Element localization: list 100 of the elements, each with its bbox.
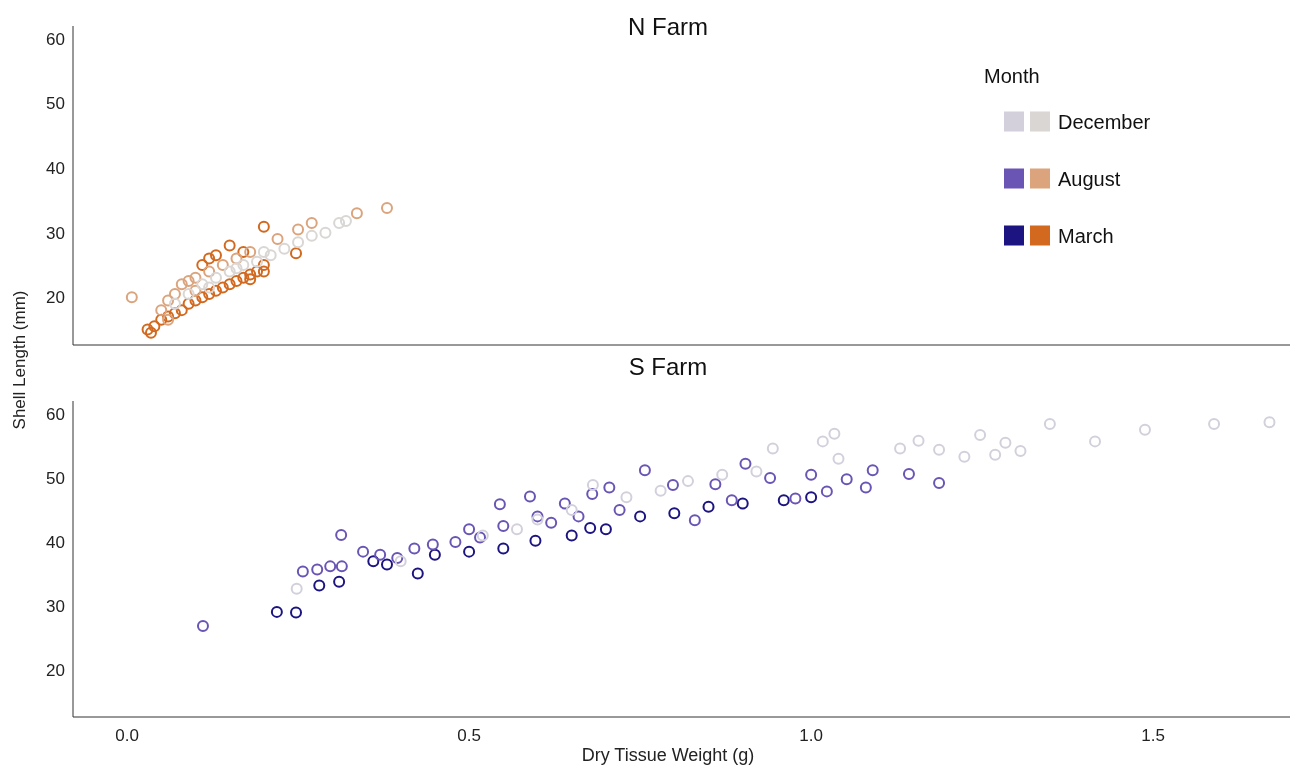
point	[999, 436, 1012, 449]
point	[493, 498, 506, 511]
point	[162, 294, 175, 307]
point	[764, 471, 777, 484]
point	[305, 229, 318, 242]
point	[586, 487, 599, 500]
point	[912, 434, 925, 447]
point	[716, 468, 729, 481]
point	[292, 236, 305, 249]
point	[196, 278, 209, 291]
y-tick-label: 40	[46, 159, 65, 179]
point	[203, 265, 216, 278]
point	[189, 271, 202, 284]
point	[335, 528, 348, 541]
point	[805, 491, 818, 504]
point	[688, 514, 701, 527]
point	[155, 304, 168, 317]
y-tick-label: 20	[46, 661, 65, 681]
legend-label: December	[1058, 110, 1151, 133]
x-tick-label: 1.0	[799, 726, 823, 745]
point	[902, 468, 915, 481]
point	[264, 249, 277, 262]
point	[408, 542, 421, 555]
point	[203, 287, 216, 300]
point	[777, 494, 790, 507]
point	[510, 523, 523, 536]
y-tick-label: 30	[46, 223, 65, 243]
point	[335, 560, 348, 573]
point	[766, 442, 779, 455]
point	[223, 265, 236, 278]
point	[805, 468, 818, 481]
point	[426, 538, 439, 551]
point	[820, 485, 833, 498]
point	[381, 558, 393, 571]
point	[168, 287, 181, 300]
y-tick-label: 20	[46, 288, 65, 308]
point	[257, 220, 270, 233]
point	[497, 519, 510, 532]
x-tick-label: 0.5	[457, 726, 481, 745]
point	[840, 473, 853, 486]
point	[189, 294, 202, 307]
point	[244, 273, 257, 286]
point	[230, 252, 243, 265]
point	[866, 464, 879, 477]
point	[209, 271, 222, 284]
point	[333, 575, 346, 588]
point	[859, 481, 872, 494]
point	[789, 492, 802, 505]
chart-title: S Farm	[628, 353, 708, 380]
y-tick-label: 50	[46, 468, 65, 488]
point	[603, 481, 616, 494]
point	[497, 542, 510, 555]
point	[350, 207, 363, 220]
point	[271, 233, 284, 246]
point	[189, 284, 202, 297]
point	[709, 478, 722, 491]
point	[155, 313, 168, 326]
point	[175, 304, 188, 317]
point	[816, 435, 829, 448]
point	[428, 548, 441, 561]
point	[411, 567, 424, 580]
point	[251, 255, 264, 268]
point	[203, 281, 216, 294]
legend-title: Month	[984, 65, 1040, 87]
y-tick-label: 40	[46, 532, 65, 552]
point	[572, 510, 585, 523]
point	[894, 442, 907, 455]
point	[933, 443, 946, 456]
point	[381, 202, 393, 215]
point	[196, 291, 209, 304]
point	[230, 275, 243, 288]
point	[357, 545, 370, 558]
point	[565, 503, 578, 516]
point	[613, 503, 626, 516]
point	[682, 475, 694, 488]
point	[209, 249, 222, 262]
point	[1089, 435, 1102, 448]
point	[333, 216, 346, 229]
point	[296, 565, 309, 578]
point	[182, 297, 195, 310]
point	[223, 278, 236, 291]
point	[374, 548, 387, 561]
point	[203, 252, 216, 265]
point	[529, 534, 542, 547]
point	[257, 246, 270, 259]
point	[933, 477, 946, 490]
point	[244, 246, 257, 259]
point	[620, 491, 633, 504]
point	[1014, 445, 1027, 457]
point	[974, 428, 987, 441]
point	[237, 271, 250, 284]
point	[216, 258, 229, 271]
point	[237, 258, 250, 271]
point	[1138, 423, 1151, 436]
legend-label: March	[1058, 224, 1114, 247]
point	[523, 490, 536, 503]
point	[305, 216, 318, 229]
point	[463, 545, 476, 558]
point	[989, 448, 1002, 461]
point	[290, 606, 303, 619]
